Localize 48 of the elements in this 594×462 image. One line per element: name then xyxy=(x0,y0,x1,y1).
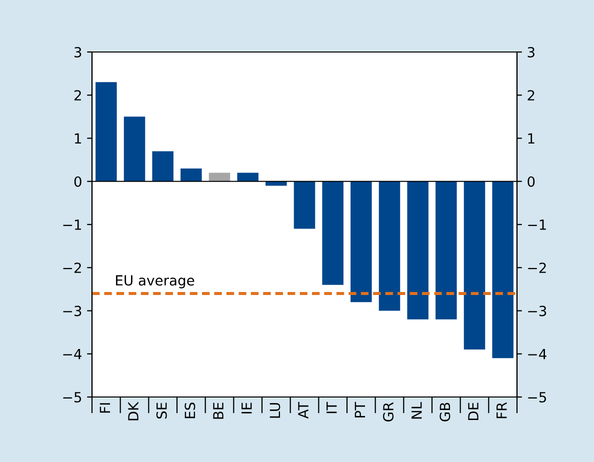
x-tick-label: SE xyxy=(156,402,167,419)
y2-tick-label: 3 xyxy=(528,46,534,58)
ref-line-label: EU average xyxy=(116,275,194,288)
bar xyxy=(492,181,514,358)
bar xyxy=(180,168,202,182)
x-tick-label: GR xyxy=(383,402,394,422)
y2-tick-label: −4 xyxy=(528,349,546,360)
bar xyxy=(124,116,146,182)
bar xyxy=(407,181,428,320)
y-tick-label: 2 xyxy=(74,90,81,100)
y-tick-label: −2 xyxy=(63,262,81,273)
bar xyxy=(294,181,316,229)
x-tick-label: GB xyxy=(440,402,450,422)
x-tick-label: FR xyxy=(496,402,507,418)
y-tick-label: −3 xyxy=(63,306,82,316)
y-tick-label: −5 xyxy=(63,392,82,402)
y2-tick-label: −2 xyxy=(528,262,546,273)
x-tick-label: PT xyxy=(354,402,365,418)
bar xyxy=(350,181,372,302)
y2-tick-label: 1 xyxy=(528,133,534,144)
y-tick-label: −4 xyxy=(63,349,82,360)
bar xyxy=(152,151,174,182)
y2-tick-label: 0 xyxy=(528,176,535,187)
bar xyxy=(237,172,258,182)
y-tick-label: −1 xyxy=(63,220,81,230)
bar xyxy=(378,181,400,311)
bar xyxy=(96,82,117,182)
y2-tick-label: −3 xyxy=(528,306,546,316)
x-tick-label: BE xyxy=(213,402,224,419)
y2-tick-label: −1 xyxy=(528,220,546,230)
bar xyxy=(208,172,230,182)
y2-tick-label: 2 xyxy=(528,90,534,100)
x-tick-label: IT xyxy=(326,402,337,414)
x-tick-label: ES xyxy=(184,402,196,418)
x-tick-label: DK xyxy=(128,402,138,420)
x-tick-label: FI xyxy=(100,403,110,413)
bar xyxy=(464,181,486,350)
y-tick-label: 3 xyxy=(74,46,82,58)
bar xyxy=(436,181,457,320)
x-tick-label: AT xyxy=(298,402,308,419)
x-tick-label: NL xyxy=(412,402,422,419)
x-tick-label: IE xyxy=(242,402,252,414)
y2-tick-label: −5 xyxy=(528,392,546,402)
y-tick-label: 0 xyxy=(74,176,82,187)
y-tick-label: 1 xyxy=(74,133,81,144)
bar xyxy=(322,181,344,285)
x-tick-label: LU xyxy=(270,403,280,418)
x-tick-label: DE xyxy=(468,402,478,420)
